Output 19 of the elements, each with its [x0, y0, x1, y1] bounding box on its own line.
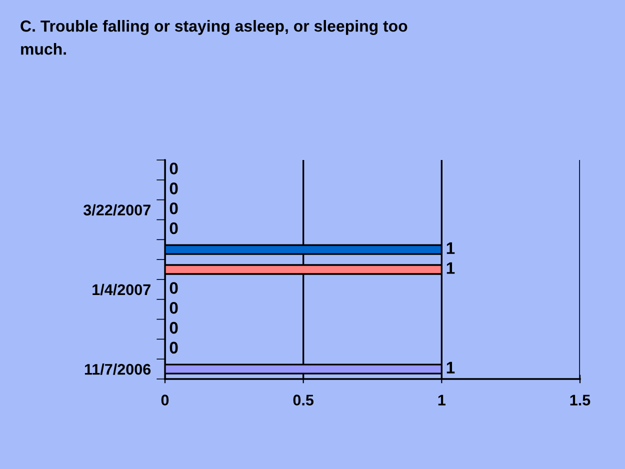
data-label: 0: [170, 322, 178, 334]
x-tick-label: 0.5: [293, 394, 314, 406]
data-label: 0: [170, 162, 178, 174]
y-tick-label: 1/4/2007: [92, 284, 150, 296]
y-tick-label: 3/22/2007: [84, 204, 150, 216]
data-label: 0: [170, 222, 178, 234]
x-tick-label: 1.5: [570, 394, 590, 406]
data-label: 0: [170, 302, 178, 314]
data-label: 0: [170, 342, 178, 354]
x-tick-label: 0: [161, 394, 169, 406]
data-label: 0: [170, 282, 178, 294]
data-label: 1: [446, 362, 455, 374]
chart-title: C. Trouble falling or staying asleep, or sleeping too much.: [20, 20, 408, 55]
data-label: 1: [446, 262, 455, 274]
y-tick-label: 11/7/2006: [84, 364, 151, 375]
data-label: 1: [446, 242, 455, 254]
data-label: 0: [170, 202, 178, 214]
data-label: 0: [170, 182, 178, 194]
x-tick-label: 1: [438, 394, 446, 406]
